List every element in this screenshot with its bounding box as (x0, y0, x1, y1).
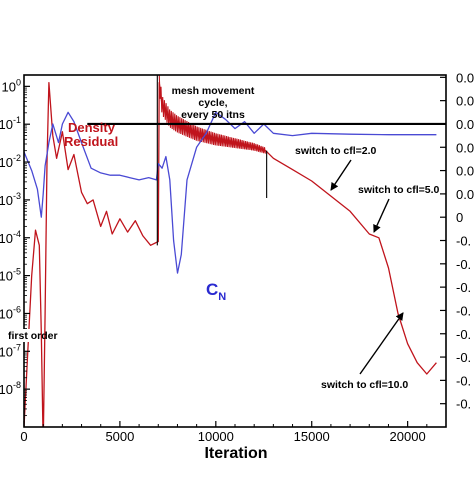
left-tick-label: 10-3 (0, 191, 21, 208)
right-tick-label: 0.0 (456, 140, 474, 155)
right-tick-label: -0. (456, 280, 471, 295)
mesh-annotation-line2: cycle, (198, 97, 227, 109)
cfl2-arrow (330, 159, 352, 191)
annotations: Density Residual CN mesh movement cycle,… (8, 85, 440, 391)
density-residual-label-line1: Density (68, 120, 116, 135)
right-tick-label: -0. (456, 303, 471, 318)
first-order-label: first order (8, 330, 58, 342)
x-axis-label: Iteration (204, 445, 267, 462)
x-tick-label: 0 (20, 429, 27, 444)
right-tick-label: -0. (456, 373, 471, 388)
right-tick-label: 0 (456, 210, 463, 225)
x-tick-label: 5000 (105, 429, 134, 444)
left-tick-label: 10-8 (0, 380, 21, 397)
plot-area (24, 75, 446, 427)
density-residual-line (24, 81, 437, 427)
axes: 0 5000 10000 15000 20000 Iteration 100 10-1 10-2… (0, 70, 474, 462)
left-tick-label: 10-7 (0, 342, 21, 359)
cn-label-main: C (206, 280, 218, 299)
right-tick-label: -0. (456, 327, 471, 342)
right-tick-label: 0.0 (456, 164, 474, 179)
left-tick-label: 10-6 (0, 304, 21, 321)
cfl10-annotation: switch to cfl=10.0 (321, 379, 408, 391)
right-tick-label: 0.0 (456, 70, 474, 85)
cfl2-annotation: switch to cfl=2.0 (295, 145, 377, 157)
left-tick-label: 10-2 (0, 153, 21, 170)
cfl5-arrow (373, 198, 390, 233)
right-tick-label: 0.0 (456, 187, 474, 202)
cn-line (24, 111, 437, 274)
x-tick-label: 10000 (198, 429, 234, 444)
right-tick-label: -0. (456, 350, 471, 365)
cfl10-arrow (359, 312, 404, 375)
mesh-annotation-line1: mesh movement (172, 85, 255, 97)
mesh-annotation-line3: every 50 itns (181, 109, 245, 121)
right-tick-label: 0.0 (456, 117, 474, 132)
left-tick-label: 100 (2, 77, 21, 94)
left-tick-label: 10-5 (0, 267, 21, 284)
right-tick-label: -0. (456, 257, 471, 272)
right-tick-label: -0. (456, 234, 471, 249)
cn-label-sub: N (218, 291, 226, 303)
density-residual-label-line2: Residual (64, 134, 118, 149)
right-tick-label: -0. (456, 397, 471, 412)
right-tick-label: 0.0 (456, 94, 474, 109)
cn-label: CN (206, 280, 226, 303)
left-tick-label: 10-4 (0, 229, 21, 246)
left-tick-label: 10-1 (0, 115, 21, 132)
x-tick-label: 20000 (390, 429, 426, 444)
x-tick-label: 15000 (294, 429, 330, 444)
first-order-label-bg (8, 329, 38, 342)
cfl5-annotation: switch to cfl=5.0 (358, 184, 440, 196)
